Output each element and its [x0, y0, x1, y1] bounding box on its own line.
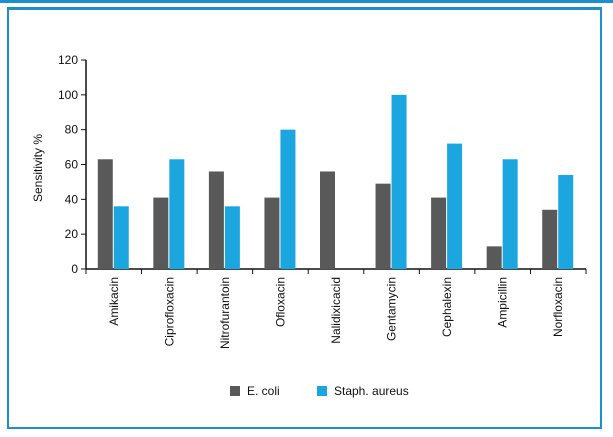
bar-e-coli-ciprofloxacin	[153, 197, 169, 269]
bar-staph-aureus-norfloxacin	[558, 174, 574, 269]
bar-e-coli-amikacin	[97, 159, 113, 269]
bar-staph-aureus-amikacin	[113, 206, 129, 269]
bar-staph-aureus-gentamycin	[391, 94, 407, 269]
top-accent-bar	[0, 0, 613, 3]
bar-staph-aureus-ampicillin	[502, 159, 518, 269]
bar-e-coli-nitrofurantoin	[208, 171, 224, 269]
bar-e-coli-norfloxacin	[542, 209, 558, 269]
x-tick-label: Ampicillin	[496, 277, 510, 328]
x-tick-label: Norfloxacin	[551, 277, 565, 337]
legend-swatch-e-coli	[230, 386, 240, 396]
bar-staph-aureus-nitrofurantoin	[224, 206, 240, 269]
y-tick-labels: 0 20 40 60 80 100 120	[58, 53, 78, 276]
y-tick-label: 20	[65, 227, 79, 241]
bar-e-coli-gentamycin	[375, 183, 391, 269]
y-tick-label: 0	[71, 262, 78, 276]
bars	[97, 94, 574, 269]
bar-e-coli-cephalexin	[431, 197, 447, 269]
bar-staph-aureus-ciprofloxacin	[169, 159, 185, 269]
y-tick-label: 120	[58, 53, 78, 67]
bar-e-coli-nalidixicacid	[320, 171, 335, 269]
x-tick-label: Nitrofurantoin	[218, 277, 232, 349]
x-tick-labels: Amikacin Ciprofloxacin Nitrofurantoin Oflox…	[107, 277, 565, 349]
x-tick-label: Gentamycin	[385, 277, 399, 341]
x-tick-label: Nalidixicacid	[329, 277, 343, 344]
bar-staph-aureus-cephalexin	[447, 143, 463, 269]
bar-e-coli-ampicillin	[486, 246, 502, 269]
y-tick-label: 40	[65, 192, 79, 206]
y-axis-title: Sensitivity %	[31, 134, 45, 202]
legend-label-staph-aureus: Staph. aureus	[334, 384, 409, 398]
y-tick-label: 80	[65, 123, 79, 137]
x-tick-label: Cephalexin	[440, 277, 454, 337]
bar-e-coli-ofloxacin	[264, 197, 280, 269]
legend: E. coli Staph. aureus	[230, 384, 409, 398]
x-tick-label: Amikacin	[107, 277, 121, 326]
x-tick-label: Ciprofloxacin	[162, 277, 176, 346]
y-tick-label: 60	[65, 158, 79, 172]
y-tick-label: 100	[58, 88, 78, 102]
x-tick-label: Ofloxacin	[273, 277, 287, 327]
bar-staph-aureus-ofloxacin	[280, 129, 296, 269]
legend-swatch-staph-aureus	[317, 386, 327, 396]
legend-label-e-coli: E. coli	[247, 384, 280, 398]
